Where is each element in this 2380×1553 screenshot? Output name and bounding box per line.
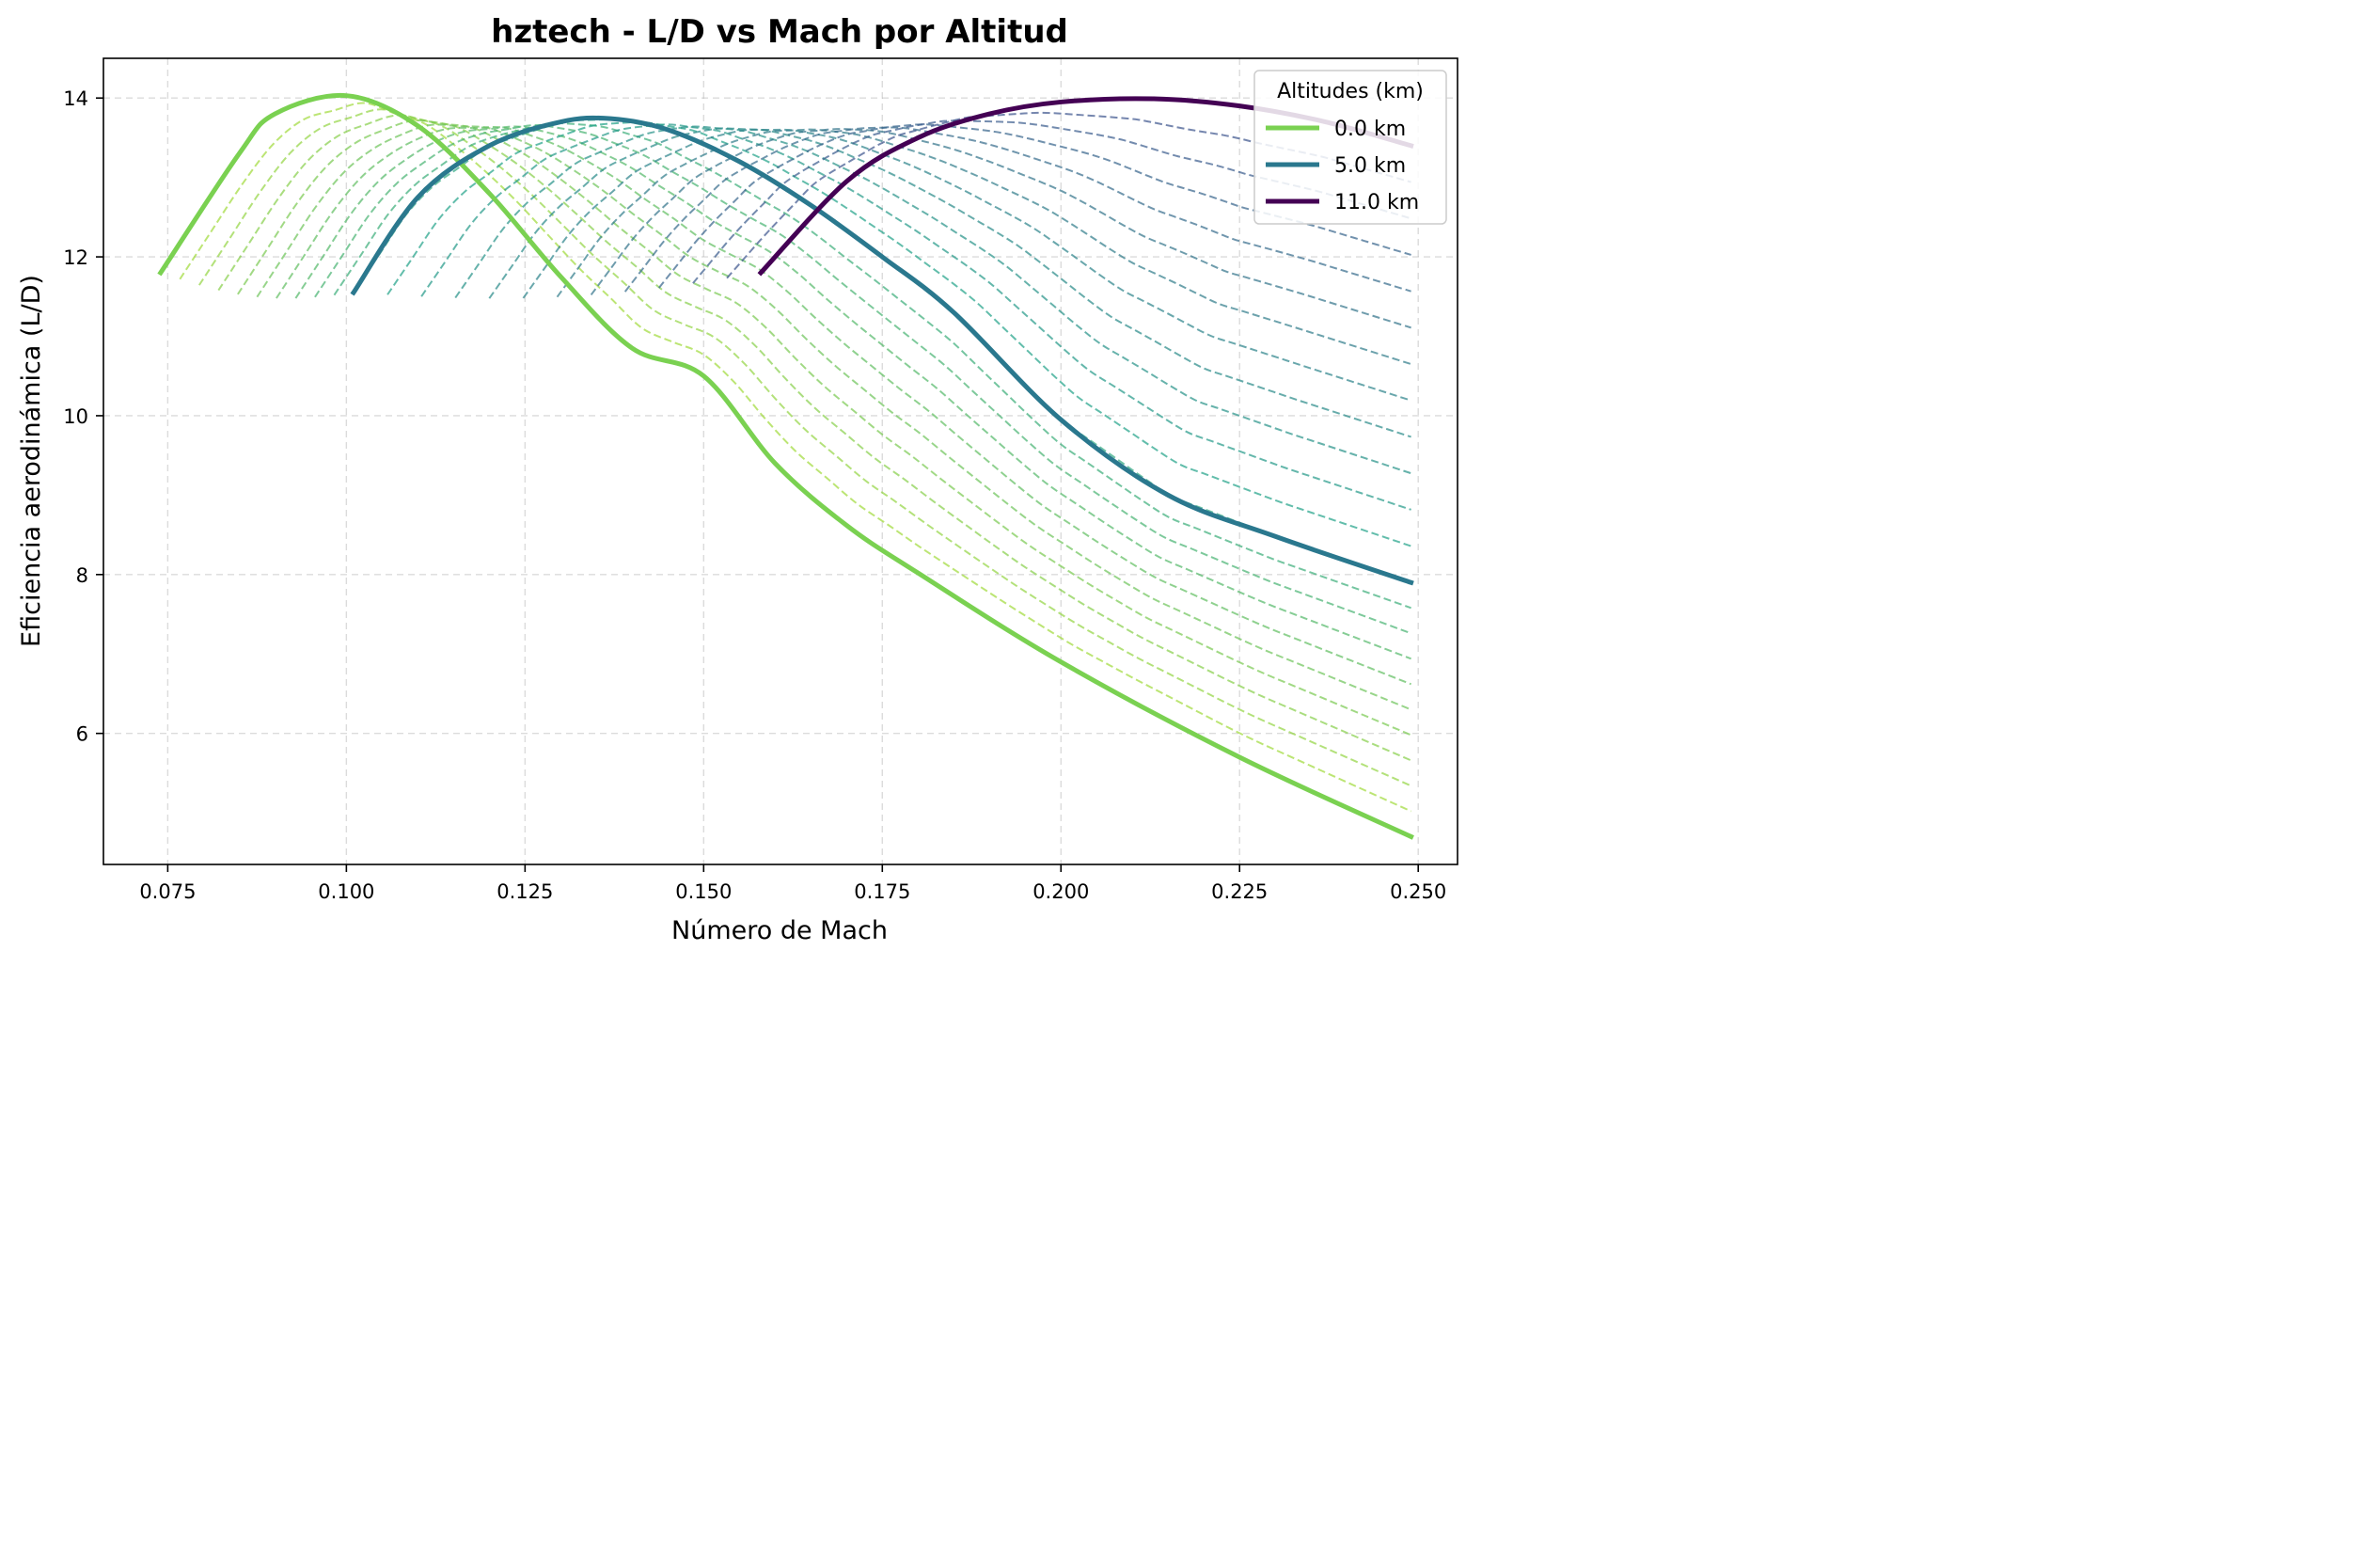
intermediate-curve [454,125,1411,475]
legend-box [1253,70,1447,225]
intermediate-curve [333,121,1411,610]
x-axis-ticks: 0.075 0.100 0.125 0.150 0.175 0.200 0.225 0.250 [139,864,1446,903]
grid [103,58,1458,864]
intermediate-curve [522,128,1411,402]
intermediate-curve [623,126,1411,293]
intermediate-curve [237,119,1411,737]
intermediate-curve [692,119,1411,284]
y-tick-label: 10 [63,405,88,428]
series-line-0-0-km [157,92,1414,840]
x-axis-label: Número de Mach [671,916,888,945]
x-tick-label: 0.075 [139,880,196,903]
x-tick-label: 0.200 [1032,880,1089,903]
intermediate-curve [179,102,1412,813]
legend: Altitudes (km) 0.0 km 5.0 km 11.0 km [1253,70,1447,225]
y-tick-label: 6 [76,723,88,746]
intermediate-curve [726,111,1411,279]
y-tick-label: 8 [76,564,88,587]
chart-figure: hztech - L/D vs Mach por Altitud 0.075 0.… [0,0,1472,966]
intermediate-curve [294,125,1411,660]
x-tick-label: 0.225 [1211,880,1268,903]
series-line-5-0-km [350,115,1414,586]
chart-svg: hztech - L/D vs Mach por Altitud 0.075 0.… [0,0,1472,966]
intermediate-curve [217,114,1412,762]
y-tick-label: 12 [63,246,88,269]
y-axis-label: Eficiencia aerodinámica (L/D) [17,275,46,647]
legend-items: 0.0 km 5.0 km 11.0 km [1266,118,1419,214]
chart-title: hztech - L/D vs Mach por Altitud [491,13,1068,51]
x-tick-label: 0.100 [318,880,374,903]
legend-label: 5.0 km [1334,154,1406,178]
y-tick-label: 14 [63,87,88,110]
x-tick-label: 0.150 [675,880,732,903]
intermediate-curve [488,127,1411,438]
intermediate-curve [556,128,1411,366]
legend-title: Altitudes (km) [1277,80,1424,103]
intermediate-curve [386,120,1411,547]
plot-area-frame [102,57,1458,865]
x-tick-label: 0.125 [496,880,553,903]
x-tick-label: 0.175 [854,880,910,903]
y-axis-ticks: 6 8 10 12 14 [63,87,103,746]
x-tick-label: 0.250 [1390,880,1446,903]
intermediate-curve [314,124,1411,635]
legend-label: 0.0 km [1334,118,1406,141]
legend-label: 11.0 km [1334,191,1419,214]
intermediate-curve [256,123,1411,711]
intermediate-curve [590,128,1411,329]
figure-background [0,0,1472,966]
intermediate-curve [420,123,1411,511]
